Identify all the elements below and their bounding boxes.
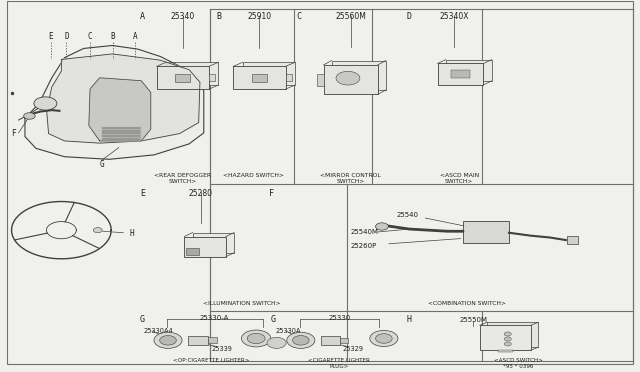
Bar xyxy=(184,237,226,257)
Text: <OP:CIGARETTE LIGHTER>: <OP:CIGARETTE LIGHTER> xyxy=(173,358,250,363)
Circle shape xyxy=(34,97,57,110)
Bar xyxy=(340,338,348,343)
Text: 25330: 25330 xyxy=(328,315,350,321)
Text: A: A xyxy=(132,32,137,41)
Text: H: H xyxy=(129,229,134,238)
Bar xyxy=(446,60,492,81)
Bar xyxy=(321,336,340,345)
Polygon shape xyxy=(102,127,140,140)
Polygon shape xyxy=(89,78,151,141)
Text: 25330A: 25330A xyxy=(275,328,301,334)
Text: 25329: 25329 xyxy=(342,346,364,352)
Circle shape xyxy=(370,330,398,347)
Text: <ASCD SWITCH>
*95 * 0396: <ASCD SWITCH> *95 * 0396 xyxy=(493,358,543,369)
Text: G: G xyxy=(270,315,275,324)
Text: 25260P: 25260P xyxy=(351,243,377,248)
Bar xyxy=(252,74,267,82)
Text: B: B xyxy=(111,32,115,41)
Bar xyxy=(209,74,215,81)
Text: <REAR DEFOGGER
SWITCH>: <REAR DEFOGGER SWITCH> xyxy=(154,173,211,185)
Circle shape xyxy=(24,113,35,119)
Text: 25550M: 25550M xyxy=(460,317,487,323)
Bar xyxy=(243,62,295,85)
Circle shape xyxy=(376,223,388,230)
Text: B: B xyxy=(216,12,221,22)
Text: <HAZARD SWITCH>: <HAZARD SWITCH> xyxy=(223,173,284,178)
Circle shape xyxy=(267,337,286,349)
Circle shape xyxy=(336,71,360,85)
Text: 25910: 25910 xyxy=(247,12,271,22)
Text: 25560M: 25560M xyxy=(335,12,366,22)
Bar xyxy=(157,67,209,89)
Text: <MIRROR CONTROL
SWITCH>: <MIRROR CONTROL SWITCH> xyxy=(320,173,381,185)
Text: 25280: 25280 xyxy=(189,189,212,198)
Text: F: F xyxy=(269,189,274,198)
Bar xyxy=(317,74,323,86)
Text: <COMBINATION SWITCH>: <COMBINATION SWITCH> xyxy=(428,301,506,306)
Bar xyxy=(323,65,378,94)
Text: G: G xyxy=(140,315,145,324)
Text: D: D xyxy=(64,32,68,41)
Bar xyxy=(451,70,470,78)
Text: 25340X: 25340X xyxy=(439,12,469,22)
Bar xyxy=(233,67,285,89)
Bar xyxy=(175,74,190,82)
Circle shape xyxy=(241,330,271,347)
Text: D: D xyxy=(406,12,412,22)
Text: 25339: 25339 xyxy=(211,346,232,352)
Circle shape xyxy=(504,342,511,346)
Polygon shape xyxy=(47,54,200,143)
Bar xyxy=(463,221,509,243)
Bar xyxy=(438,64,483,85)
Text: 25540: 25540 xyxy=(397,212,419,218)
Text: C: C xyxy=(296,12,301,22)
Text: <ASCD MAIN
SWITCH>: <ASCD MAIN SWITCH> xyxy=(440,173,479,185)
Bar xyxy=(497,350,513,352)
Text: A: A xyxy=(140,12,145,22)
Circle shape xyxy=(504,337,511,341)
Circle shape xyxy=(376,334,392,343)
Text: <ILLUMINATION SWITCH>: <ILLUMINATION SWITCH> xyxy=(204,301,281,306)
Text: E: E xyxy=(140,189,145,198)
Circle shape xyxy=(287,332,315,349)
Circle shape xyxy=(247,333,265,344)
Circle shape xyxy=(504,332,511,336)
Circle shape xyxy=(93,228,102,233)
Bar xyxy=(479,325,531,350)
Bar xyxy=(487,322,538,347)
Circle shape xyxy=(292,336,309,345)
Bar xyxy=(166,62,218,85)
Text: H: H xyxy=(406,315,412,324)
Text: F: F xyxy=(11,129,16,138)
Circle shape xyxy=(160,336,176,345)
Text: <CIGARETTE LIGHTER
PLUG>: <CIGARETTE LIGHTER PLUG> xyxy=(308,358,370,369)
Bar xyxy=(566,236,578,244)
Bar xyxy=(285,74,292,81)
Text: E: E xyxy=(48,32,53,41)
Polygon shape xyxy=(25,45,204,159)
Text: C: C xyxy=(88,32,92,41)
Text: 25330-A: 25330-A xyxy=(200,315,229,321)
Bar xyxy=(188,336,208,345)
Bar xyxy=(193,232,234,253)
Bar xyxy=(332,61,386,90)
Text: 25540M: 25540M xyxy=(351,229,379,235)
Text: 25330A4: 25330A4 xyxy=(144,328,173,334)
Bar xyxy=(208,337,217,343)
Circle shape xyxy=(154,332,182,349)
Bar xyxy=(186,248,199,255)
Text: 25340: 25340 xyxy=(171,12,195,22)
Text: G: G xyxy=(99,160,104,169)
